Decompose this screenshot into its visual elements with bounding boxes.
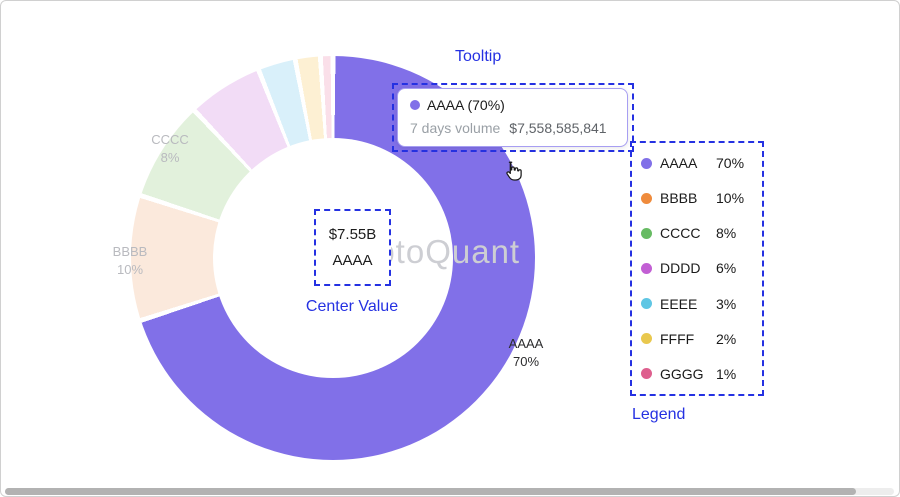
legend-annotation-box: AAAA 70% BBBB 10% CCCC 8% DDDD 6% EEEE 3% FFFF 2% GG… — [630, 141, 764, 396]
legend-item-name: DDDD — [660, 260, 701, 277]
legend-item[interactable]: AAAA 70% — [641, 152, 756, 174]
legend-item[interactable]: DDDD 6% — [641, 257, 756, 279]
segment-label-aaaa-percent: 70% — [512, 354, 540, 369]
tooltip-card: AAAA (70%) 7 days volume $7,558,585,841 — [397, 88, 628, 147]
legend-dot-icon — [641, 262, 652, 274]
legend-item-percent: 3% — [716, 295, 737, 312]
legend-item-percent: 2% — [716, 330, 737, 347]
legend-dot-icon — [641, 192, 652, 204]
legend-dot-icon — [641, 157, 652, 169]
tooltip-volume-value: $7,558,585,841 — [509, 120, 607, 136]
legend-item[interactable]: FFFF 2% — [641, 328, 756, 350]
tooltip-caption: Tooltip — [455, 48, 502, 65]
segment-label-cccc: CCCC 8% — [138, 131, 202, 167]
legend-dot-icon — [641, 227, 652, 239]
legend-item-percent: 70% — [716, 155, 745, 171]
legend-item[interactable]: GGGG 1% — [641, 363, 756, 385]
legend-caption: Legend — [632, 406, 686, 423]
legend-dot-icon — [641, 368, 652, 380]
center-name-text: AAAA — [332, 252, 373, 269]
center-value-box: $7.55B AAAA — [314, 209, 391, 286]
legend-item-name: GGGG — [660, 365, 704, 382]
segment-label-cccc-percent: 8% — [160, 150, 180, 165]
horizontal-scrollbar-thumb[interactable] — [5, 488, 856, 495]
segment-label-bbbb-percent: 10% — [116, 262, 144, 277]
segment-label-aaaa: AAAA 70% — [494, 335, 558, 371]
segment-label-bbbb: BBBB 10% — [98, 243, 162, 279]
tooltip-series-label: AAAA (70%) — [427, 97, 505, 113]
legend-item-name: EEEE — [660, 295, 698, 312]
legend-item-percent: 10% — [716, 190, 745, 207]
legend-item-name: BBBB — [660, 190, 698, 207]
legend-item[interactable]: BBBB 10% — [641, 187, 756, 209]
hand-pointer-cursor-icon — [501, 160, 524, 188]
segment-label-cccc-name: CCCC — [151, 132, 189, 147]
legend-dot-icon — [641, 298, 652, 310]
tooltip-volume-label: 7 days volume — [410, 120, 501, 136]
legend-dot-icon — [641, 333, 652, 345]
center-value-text: $7.55B — [328, 226, 377, 243]
legend-item-percent: 1% — [716, 365, 737, 382]
legend-item-name: CCCC — [660, 225, 701, 242]
segment-label-aaaa-name: AAAA — [508, 336, 544, 351]
tooltip-series-dot-icon — [410, 100, 420, 110]
legend-item[interactable]: CCCC 8% — [641, 222, 756, 244]
segment-label-bbbb-name: BBBB — [112, 244, 148, 259]
legend-item-percent: 8% — [716, 225, 737, 242]
legend-item[interactable]: EEEE 3% — [641, 293, 756, 315]
legend-item-name: FFFF — [660, 330, 695, 347]
center-caption: Center Value — [305, 298, 399, 315]
legend-item-percent: 6% — [716, 260, 737, 277]
tooltip-annotation-box — [392, 83, 634, 152]
legend-item-name: AAAA — [660, 155, 698, 171]
